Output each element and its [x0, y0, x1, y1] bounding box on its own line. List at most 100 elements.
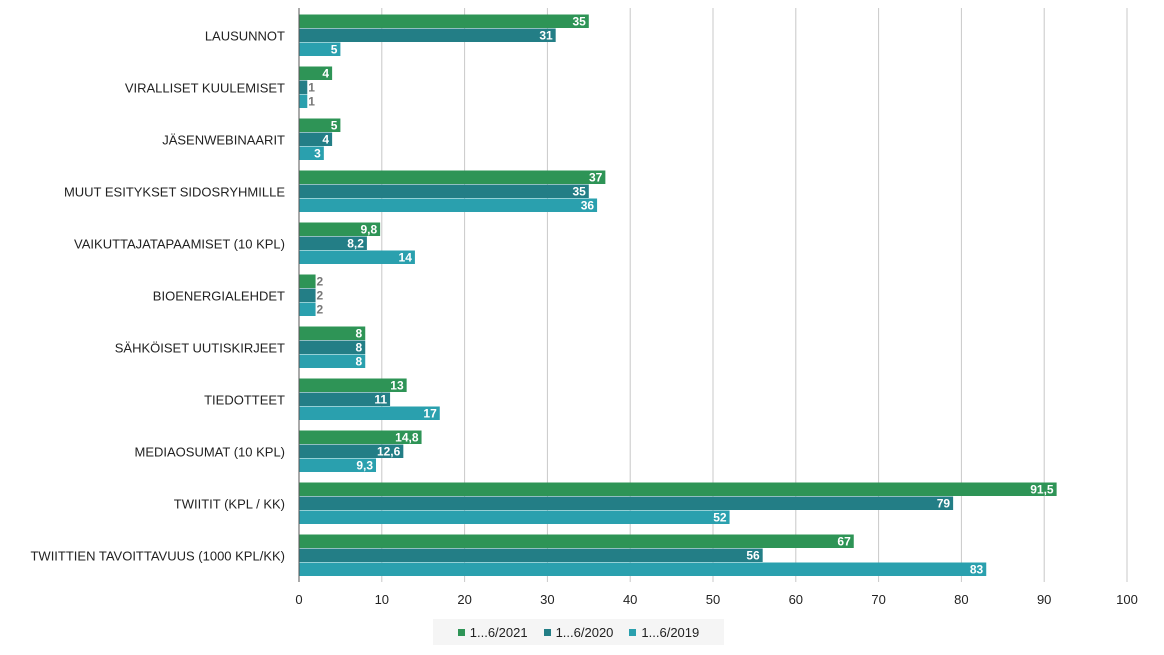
bar: [299, 14, 589, 28]
data-label: 83: [970, 563, 984, 577]
bar: [299, 146, 324, 160]
bar: [299, 302, 316, 316]
data-label: 8: [356, 341, 363, 355]
bar: [299, 94, 308, 108]
data-label: 35: [572, 15, 586, 29]
data-label: 35: [572, 185, 586, 199]
category-label: TWIITTIEN TAVOITTAVUUS (1000 KPL/KK): [30, 549, 285, 564]
legend-label: 1...6/2021: [469, 624, 528, 640]
bar: [299, 510, 730, 524]
bar: [299, 430, 422, 444]
bar: [299, 118, 341, 132]
data-label: 12,6: [377, 445, 401, 459]
data-label: 67: [837, 535, 851, 549]
x-tick-label: 80: [954, 592, 968, 607]
data-label: 2: [317, 303, 324, 317]
data-label: 5: [331, 119, 338, 133]
x-tick-label: 60: [789, 592, 803, 607]
bar: [299, 66, 333, 80]
bar: [299, 354, 366, 368]
legend-item: 1...6/2020: [543, 624, 614, 640]
legend-swatch: [543, 628, 551, 636]
x-tick-label: 30: [540, 592, 554, 607]
category-label: TIEDOTTEET: [204, 393, 285, 408]
data-label: 8: [356, 355, 363, 369]
legend-item: 1...6/2019: [629, 625, 699, 640]
legend-label: 1...6/2019: [641, 624, 700, 640]
bar: [299, 340, 366, 354]
x-axis-ticks: 0 10 20 30 40 50 60 70 80 90 100: [295, 592, 1137, 607]
bar: [299, 170, 606, 184]
bars: 353154115433735369,88,21422288813111714,…: [299, 14, 1057, 577]
legend-label: 1...6/2020: [555, 624, 614, 640]
bar: [299, 184, 589, 198]
x-tick-label: 100: [1116, 592, 1138, 607]
bar: [299, 250, 415, 264]
category-labels: LAUSUNNOT VIRALLISET KUULEMISET JÄSENWEBIN…: [30, 29, 285, 564]
gridlines: [381, 8, 1128, 582]
legend: 1...6/2021 1...6/2020 1...6/2019: [433, 619, 724, 645]
category-label: VIRALLISET KUULEMISET: [125, 81, 285, 96]
bar: [299, 534, 854, 548]
bar: [299, 42, 341, 56]
legend-swatch: [457, 628, 465, 636]
bar: [299, 444, 404, 458]
bar: [299, 288, 316, 302]
category-label: BIOENERGIALEHDET: [153, 289, 285, 304]
data-label: 56: [746, 549, 760, 563]
bar: [299, 496, 954, 510]
data-label: 17: [423, 407, 437, 421]
data-label: 8: [356, 327, 363, 341]
bar: [299, 392, 391, 406]
bar: [299, 28, 556, 42]
data-label: 5: [331, 43, 338, 57]
x-tick-label: 0: [295, 592, 302, 607]
data-label: 4: [322, 133, 329, 147]
bar: [299, 548, 763, 562]
bar: [299, 458, 377, 472]
data-label: 52: [713, 511, 727, 525]
data-label: 1: [308, 95, 315, 109]
bar: [299, 198, 598, 212]
data-label: 14,8: [395, 431, 419, 445]
data-label: 37: [589, 171, 603, 185]
category-label: VAIKUTTAJATAPAAMISET (10 KPL): [74, 237, 285, 252]
category-label: MUUT ESITYKSET SIDOSRYHMILLE: [64, 185, 285, 200]
data-label: 91,5: [1030, 483, 1054, 497]
data-label: 79: [937, 497, 951, 511]
bar: [299, 406, 440, 420]
data-label: 3: [314, 147, 321, 161]
bar: [299, 562, 987, 576]
bar: [299, 482, 1057, 496]
legend-item: 1...6/2021: [457, 624, 528, 640]
bar: [299, 326, 366, 340]
bar: [299, 132, 333, 146]
data-label: 1: [308, 81, 315, 95]
x-tick-label: 40: [623, 592, 637, 607]
data-label: 9,3: [356, 459, 373, 473]
x-tick-label: 10: [375, 592, 389, 607]
data-label: 4: [322, 67, 329, 81]
bar: [299, 378, 407, 392]
bar: [299, 80, 308, 94]
data-label: 36: [581, 199, 595, 213]
data-label: 31: [539, 29, 553, 43]
data-label: 2: [317, 289, 324, 303]
data-label: 14: [399, 251, 413, 265]
data-label: 11: [374, 393, 387, 407]
category-label: SÄHKÖISET UUTISKIRJEET: [115, 341, 285, 356]
bar: [299, 236, 367, 250]
x-tick-label: 20: [457, 592, 471, 607]
category-label: LAUSUNNOT: [205, 29, 285, 44]
data-label: 13: [390, 379, 404, 393]
category-label: MEDIAOSUMAT (10 KPL): [135, 445, 286, 460]
bar: [299, 222, 381, 236]
legend-swatch: [629, 628, 637, 636]
x-tick-label: 50: [706, 592, 720, 607]
category-label: JÄSENWEBINAARIT: [162, 133, 285, 148]
data-label: 9,8: [360, 223, 377, 237]
bar: [299, 274, 316, 288]
data-label: 2: [317, 275, 324, 289]
category-label: TWIITIT (KPL / KK): [174, 497, 285, 512]
x-tick-label: 70: [871, 592, 885, 607]
